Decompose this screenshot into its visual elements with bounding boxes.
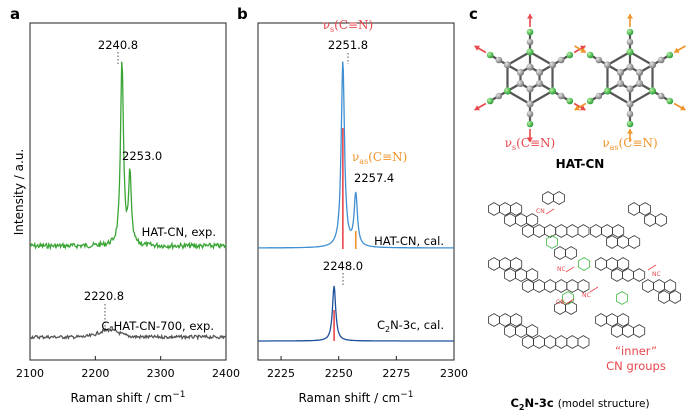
x-tick-label-b: 2300 bbox=[440, 367, 468, 380]
peak-label-2240-8: 2240.8 bbox=[98, 38, 138, 52]
series-hat-cn-cal-line bbox=[258, 61, 454, 249]
panel-label-a: a bbox=[10, 5, 20, 23]
x-tick-label-a: 2100 bbox=[16, 367, 44, 380]
hat-cn-title: HAT-CN bbox=[556, 157, 605, 171]
x-tick-label-b: 2225 bbox=[267, 367, 295, 380]
inner-label-line2: CN groups bbox=[606, 359, 666, 373]
legend-hat-cn-exp: HAT-CN, exp. bbox=[142, 225, 216, 239]
x-tick-label-b: 2250 bbox=[325, 367, 353, 380]
atoms bbox=[486, 28, 574, 128]
vibration-arrows bbox=[474, 14, 586, 142]
peak-label-2257-4: 2257.4 bbox=[354, 171, 394, 185]
hat-cn-molecule-asymmetric bbox=[574, 14, 686, 142]
x-tick-label-b: 2275 bbox=[382, 367, 410, 380]
panel-label-b: b bbox=[237, 5, 248, 23]
atoms bbox=[586, 28, 674, 128]
vibration-arrows bbox=[574, 14, 686, 142]
bond-lines bbox=[489, 32, 571, 124]
caption-nu-s: νs(C≡N) bbox=[505, 136, 556, 152]
x-ticks-b: 2225 2250 2275 2300 bbox=[267, 356, 468, 380]
peak-label-2253-0: 2253.0 bbox=[122, 149, 162, 163]
panel-label-c: c bbox=[469, 5, 478, 23]
legend-hat-cn-cal: HAT-CN, cal. bbox=[374, 234, 444, 248]
axes-frame-b bbox=[257, 22, 455, 361]
y-axis-label-a: Intensity / a.u. bbox=[12, 149, 26, 236]
x-tick-label-a: 2300 bbox=[147, 367, 175, 380]
panel-a: a 2100 2200 2300 2400 Intensity / a.u. Rama… bbox=[10, 5, 240, 405]
x-ticks-a: 2100 2200 2300 2400 bbox=[16, 356, 240, 380]
bond-lines bbox=[589, 32, 671, 124]
axes-frame-a bbox=[29, 22, 227, 361]
c2n-3c-caption: C2N-3c (model structure) bbox=[510, 396, 649, 412]
c2n-3c-structure bbox=[488, 191, 681, 349]
peak-label-2251-8: 2251.8 bbox=[328, 38, 368, 52]
nc-label-2: NC bbox=[582, 292, 591, 299]
annotation-nu-as: νas(C≡N) bbox=[352, 150, 407, 166]
cn-label-1: CN bbox=[536, 208, 545, 215]
hat-cn-molecule-symmetric bbox=[474, 14, 586, 142]
legend-c-hat-cn-700-exp: C-HAT-CN-700, exp. bbox=[101, 319, 214, 333]
x-tick-label-a: 2200 bbox=[81, 367, 109, 380]
legend-c2n-3c-cal: C2N-3c, cal. bbox=[377, 318, 444, 334]
caption-nu-as: νas(C≡N) bbox=[602, 136, 657, 152]
panel-c: c νs(C≡N) νas(C≡N) HAT-CN CN NC CN NC NC… bbox=[469, 5, 686, 412]
peak-label-2220-8: 2220.8 bbox=[84, 289, 124, 303]
x-axis-label-a: Raman shift / cm−1 bbox=[70, 390, 185, 405]
annotation-nu-s: νs(C≡N) bbox=[323, 18, 374, 34]
cn-label-2: CN bbox=[556, 299, 565, 306]
series-c2n-3c-cal-line bbox=[258, 285, 454, 342]
panel-b: b 2225 2250 2275 2300 Raman shift / cm−1 νs… bbox=[237, 5, 468, 405]
series-hat-cn-exp-line bbox=[29, 61, 227, 251]
inner-label-line1: “inner” bbox=[615, 344, 657, 358]
nc-label-3: NC bbox=[652, 271, 661, 278]
nc-label-1: NC bbox=[557, 266, 566, 273]
x-axis-label-b: Raman shift / cm−1 bbox=[298, 390, 413, 405]
peak-label-2248-0: 2248.0 bbox=[323, 259, 363, 273]
series-c-hat-cn-700-line bbox=[29, 327, 227, 341]
x-tick-label-a: 2400 bbox=[212, 367, 240, 380]
